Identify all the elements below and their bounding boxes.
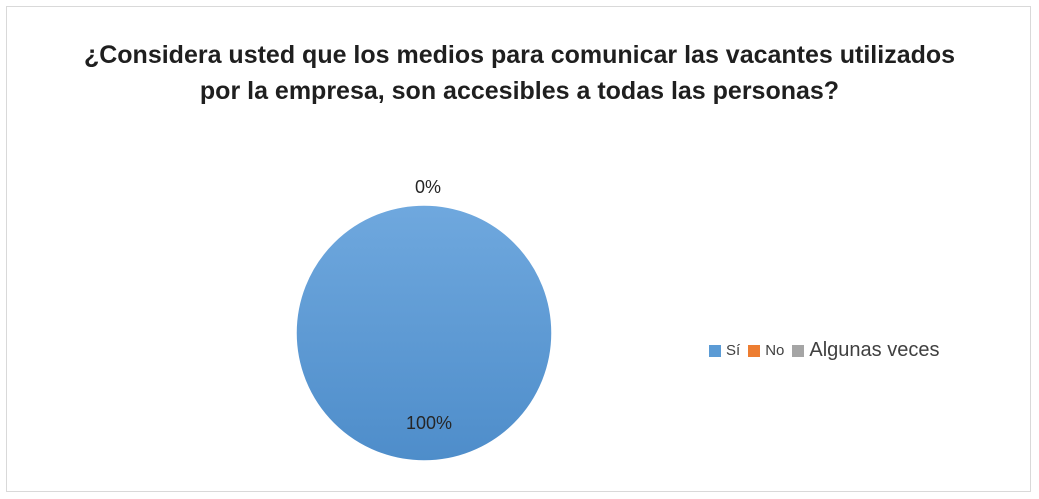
legend-label-no: No [765,342,785,359]
legend-label-algunas-veces: Algunas veces [809,339,940,361]
legend-label-si: Sí [726,342,741,359]
chart-title: ¿Considera usted que los medios para com… [83,41,956,105]
pie-data-labels: 100% 0% [406,177,452,433]
legend-item-no: No [748,342,784,359]
pie-slices [295,204,553,462]
legend-item-si: Sí [709,342,740,359]
legend-swatch-no [748,344,761,357]
pie-chart: 100% 0% [295,177,553,462]
legend-swatch-si [709,344,721,357]
chart-area: ¿Considera usted que los medios para com… [6,6,1031,492]
data-label-1: 0% [415,177,441,197]
legend-item-algunas-veces: Algunas veces [792,339,939,362]
data-label-0: 100% [406,413,452,433]
pie-slice-s- [295,204,553,462]
legend-swatch-algunas-veces [792,344,805,357]
legend: Sí No Algunas veces [709,339,939,362]
